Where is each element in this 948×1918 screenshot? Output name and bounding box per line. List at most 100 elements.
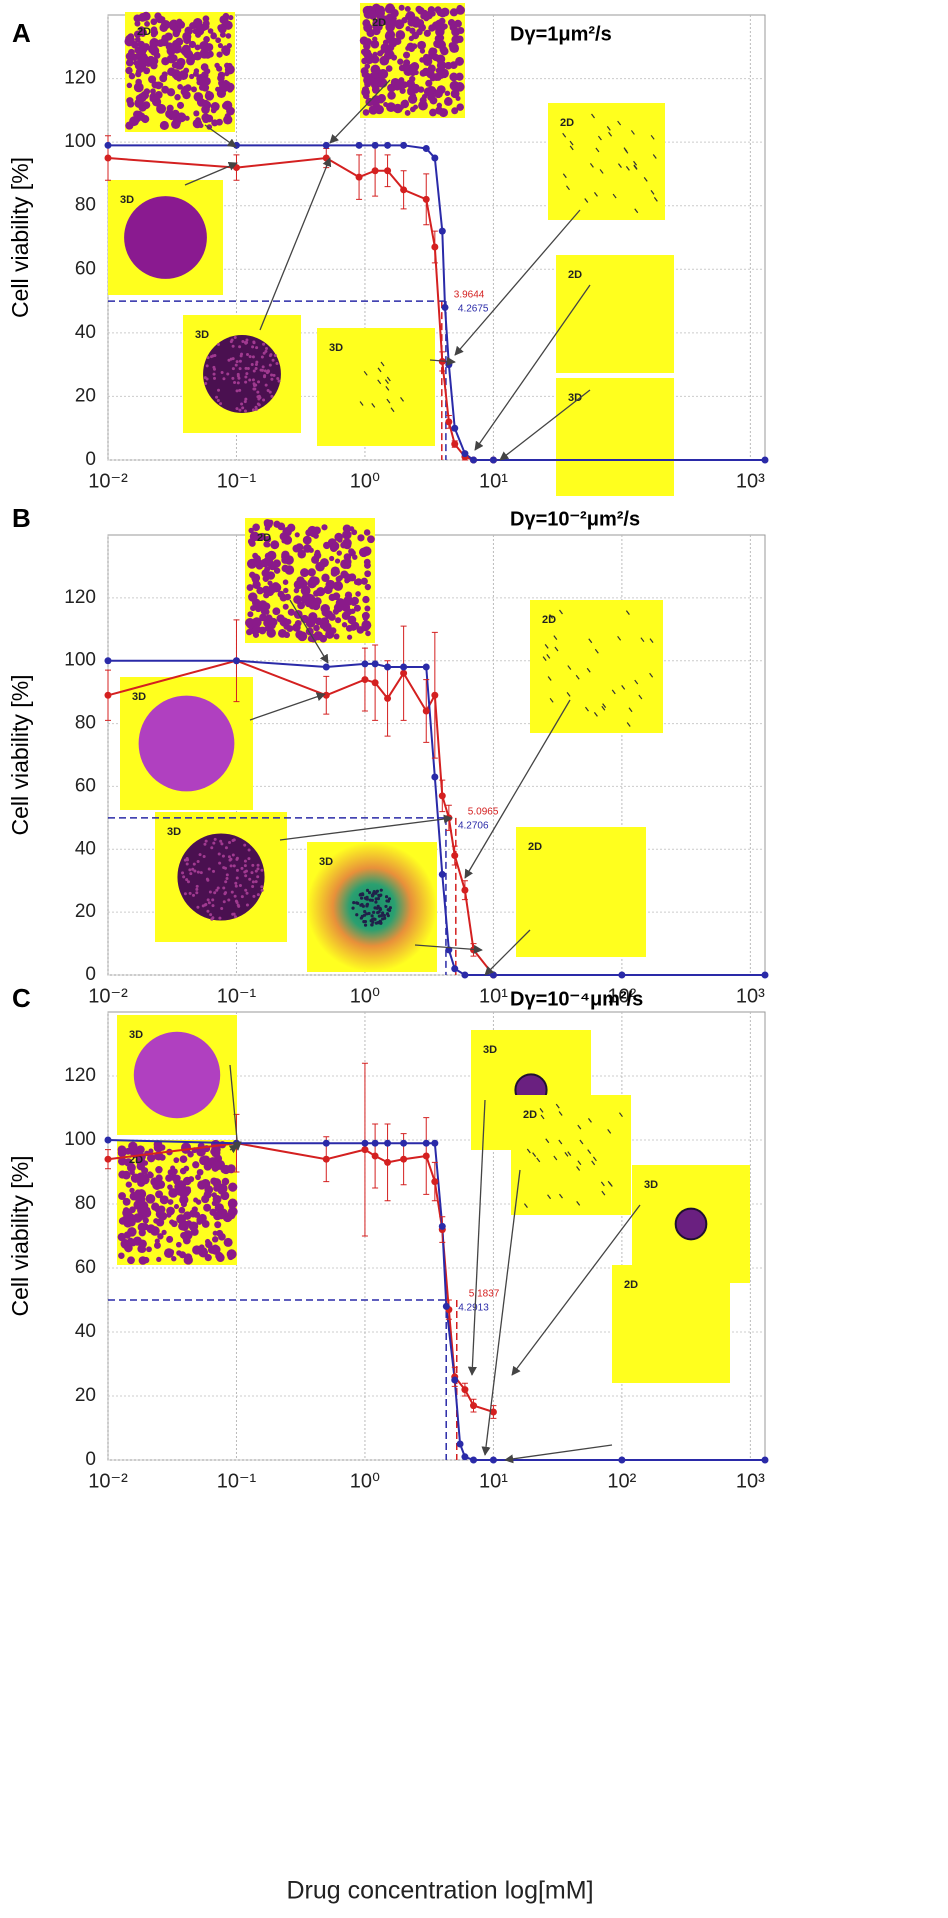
data-point — [371, 141, 379, 149]
cell — [143, 1173, 150, 1180]
cell — [625, 166, 630, 171]
cell — [260, 355, 264, 359]
ic50-label: 4.2675 — [458, 304, 489, 315]
cell — [364, 583, 371, 591]
cell — [532, 1152, 537, 1157]
arrow — [429, 356, 456, 366]
cell — [398, 77, 405, 84]
cell — [411, 18, 421, 28]
data-point — [400, 186, 408, 194]
cell — [206, 878, 210, 882]
cell — [136, 1147, 143, 1154]
cell — [250, 871, 254, 875]
cell — [244, 874, 248, 878]
data-point — [104, 154, 112, 162]
cell — [600, 1181, 605, 1187]
cell — [375, 5, 386, 16]
cell — [628, 707, 633, 713]
cell — [181, 1234, 188, 1241]
inset-label: 3D — [120, 194, 134, 206]
cell — [444, 90, 451, 97]
cell — [624, 148, 629, 154]
cell — [562, 132, 567, 138]
x-tick-label: 10³ — [736, 470, 765, 492]
cell — [161, 71, 168, 78]
cell — [222, 886, 226, 890]
inset-label: 3D — [167, 826, 181, 838]
cell — [202, 15, 210, 23]
arrow — [229, 1064, 242, 1151]
cell — [231, 344, 235, 348]
cell — [188, 40, 197, 49]
cell — [434, 19, 445, 30]
cell — [302, 590, 308, 597]
cell — [136, 110, 143, 117]
y-axis-label: Cell viability [%] — [7, 674, 33, 835]
y-tick-label: 0 — [85, 964, 96, 985]
cell — [586, 667, 591, 673]
cell — [247, 848, 251, 852]
cell — [388, 104, 396, 112]
inset-label: 2D — [523, 1109, 537, 1121]
cell — [270, 540, 280, 550]
data-point — [384, 1139, 392, 1147]
cell — [248, 877, 252, 881]
spheroid — [203, 335, 281, 413]
cell — [409, 106, 416, 113]
cell — [196, 870, 200, 874]
cell — [328, 593, 336, 602]
cell — [277, 590, 285, 598]
cell — [218, 916, 222, 920]
cell — [329, 627, 337, 635]
cell — [278, 615, 285, 623]
cell — [386, 376, 391, 382]
cell — [383, 102, 389, 108]
inset-label: 2D — [560, 117, 574, 129]
cell — [569, 140, 574, 146]
cell — [207, 867, 211, 871]
cell — [240, 402, 244, 406]
cell — [185, 1186, 191, 1192]
cell — [361, 57, 368, 65]
cell — [315, 561, 325, 572]
cell — [283, 587, 289, 594]
cell — [283, 631, 291, 639]
cell — [455, 82, 465, 92]
data-point — [361, 1146, 369, 1154]
cell — [246, 628, 253, 636]
cell — [650, 190, 655, 195]
data-point — [104, 657, 112, 665]
cell — [237, 904, 241, 908]
cell — [169, 1249, 175, 1255]
data-point — [438, 227, 446, 235]
cell — [185, 878, 189, 882]
cell — [395, 30, 406, 40]
cell — [428, 24, 436, 32]
cell — [439, 45, 448, 54]
data-point — [400, 1139, 408, 1147]
cell — [204, 1254, 212, 1262]
cell — [361, 546, 372, 556]
cell — [182, 875, 186, 879]
cell — [189, 73, 195, 80]
cell — [361, 904, 365, 908]
cell — [547, 1194, 552, 1200]
cell — [649, 638, 654, 643]
cell — [579, 1139, 584, 1145]
cell — [122, 1207, 130, 1214]
cell — [360, 914, 364, 918]
arrow — [511, 1204, 641, 1376]
cell — [161, 57, 170, 66]
cell — [254, 405, 258, 409]
cell — [217, 388, 221, 392]
cell — [345, 625, 353, 632]
cell — [191, 867, 195, 871]
cell — [362, 92, 370, 100]
cell — [367, 890, 372, 895]
cell — [211, 1236, 219, 1243]
cell — [265, 542, 271, 548]
cell — [404, 5, 411, 12]
cell — [186, 880, 190, 884]
cell — [334, 558, 341, 564]
cell — [176, 101, 185, 109]
